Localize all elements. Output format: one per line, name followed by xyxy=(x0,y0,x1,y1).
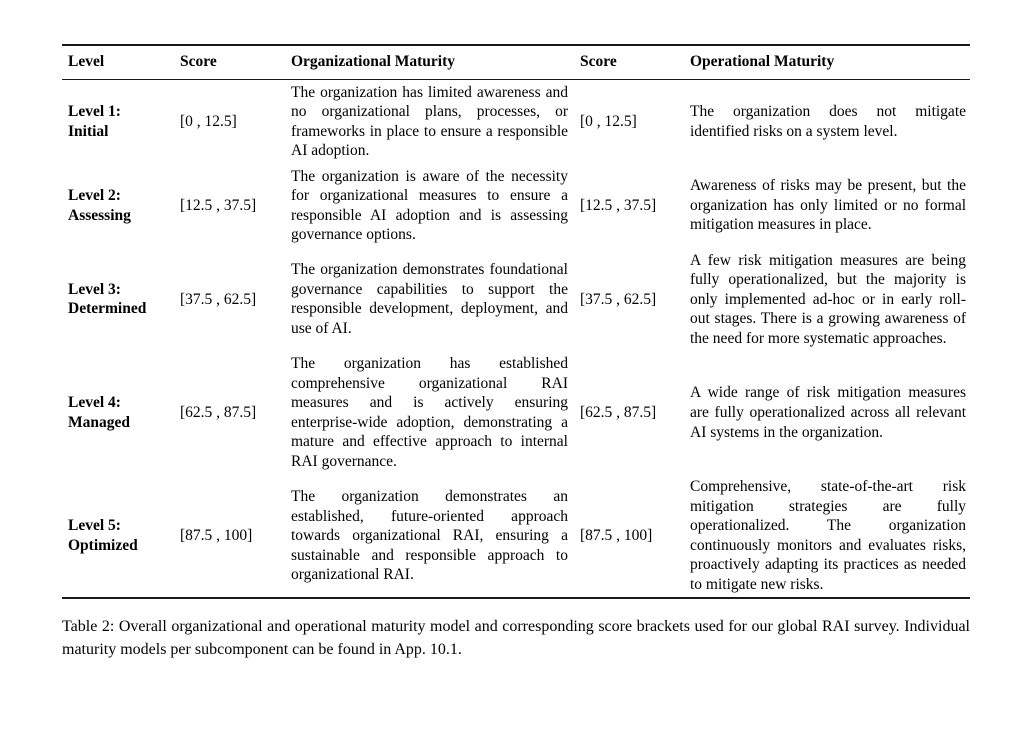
op-maturity-cell: A few risk mitigation measures are being… xyxy=(690,251,966,347)
header-level: Level xyxy=(62,45,180,80)
org-maturity-cell: The organization has established compreh… xyxy=(291,355,568,470)
org-maturity-cell: The organization demonstrates an establi… xyxy=(291,488,568,584)
org-maturity-cell: The organization has limited awareness a… xyxy=(291,83,568,160)
org-maturity-cell: The organization demonstrates foundation… xyxy=(291,261,568,337)
op-maturity-cell: A wide range of risk mitigation measures… xyxy=(690,384,966,441)
level-label: Level 1: xyxy=(68,103,121,121)
header-org-score: Score xyxy=(180,45,291,80)
level-cell: Level 5: Optimized xyxy=(62,474,180,598)
table-row-level-5: Level 5: Optimized [87.5 , 100] The orga… xyxy=(62,474,970,598)
op-score-cell: [37.5 , 62.5] xyxy=(580,290,657,308)
op-score-cell: [87.5 , 100] xyxy=(580,527,653,545)
op-maturity-cell: The organization does not mitigate ident… xyxy=(690,103,966,140)
level-name: Assessing xyxy=(68,206,131,224)
maturity-model-table: Level Score Organizational Maturity Scor… xyxy=(62,44,970,600)
op-maturity-cell: Awareness of risks may be present, but t… xyxy=(690,177,966,234)
table-row-level-4: Level 4: Managed [62.5 , 87.5] The organ… xyxy=(62,351,970,474)
level-label: Level 2: xyxy=(68,187,121,205)
table-row-level-2: Level 2: Assessing [12.5 , 37.5] The org… xyxy=(62,164,970,248)
level-name: Optimized xyxy=(68,536,138,554)
header-organizational-maturity: Organizational Maturity xyxy=(291,45,580,80)
org-score-cell: [62.5 , 87.5] xyxy=(180,404,257,421)
op-score-cell: [0 , 12.5] xyxy=(580,112,637,130)
header-row: Level Score Organizational Maturity Scor… xyxy=(62,45,970,80)
level-name: Managed xyxy=(68,413,130,431)
header-op-score: Score xyxy=(580,45,690,80)
org-score-cell: [37.5 , 62.5] xyxy=(180,290,257,308)
level-cell: Level 2: Assessing xyxy=(62,164,180,248)
header-operational-maturity: Operational Maturity xyxy=(690,45,970,80)
level-name: Determined xyxy=(68,300,147,318)
level-cell: Level 1: Initial xyxy=(62,79,180,164)
level-label: Level 4: xyxy=(68,394,121,412)
level-label: Level 3: xyxy=(68,280,121,298)
op-score-cell: [12.5 , 37.5] xyxy=(580,196,657,214)
level-label: Level 5: xyxy=(68,517,121,535)
table-row-level-3: Level 3: Determined [37.5 , 62.5] The or… xyxy=(62,248,970,352)
org-score-cell: [12.5 , 37.5] xyxy=(180,196,257,214)
org-score-cell: [0 , 12.5] xyxy=(180,112,237,130)
level-cell: Level 3: Determined xyxy=(62,248,180,352)
table-caption: Table 2: Overall organizational and oper… xyxy=(62,618,970,658)
op-maturity-cell: Comprehensive, state-of-the-art risk mit… xyxy=(690,478,966,593)
org-score-cell: [87.5 , 100] xyxy=(180,527,253,545)
org-maturity-cell: The organization is aware of the necessi… xyxy=(291,167,568,244)
level-name: Initial xyxy=(68,122,109,140)
op-score-cell: [62.5 , 87.5] xyxy=(580,404,657,421)
level-cell: Level 4: Managed xyxy=(62,351,180,474)
table-row-level-1: Level 1: Initial [0 , 12.5] The organiza… xyxy=(62,79,970,164)
